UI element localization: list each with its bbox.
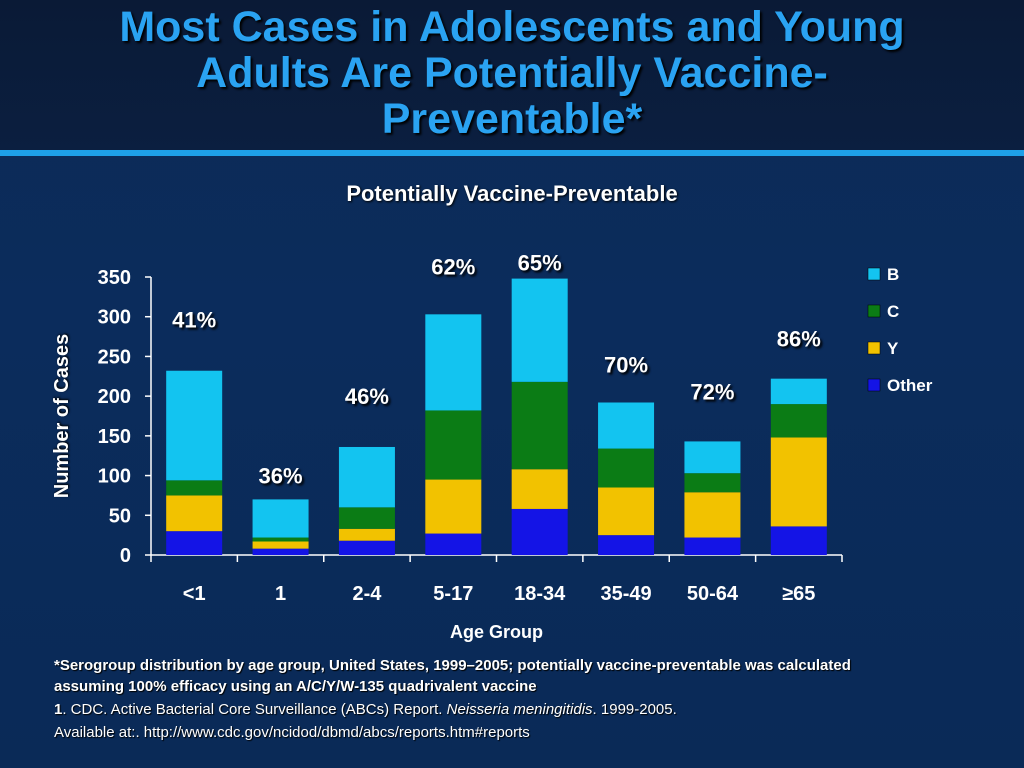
bar-segment-other bbox=[684, 537, 741, 555]
bar-percent-label: 36% bbox=[259, 463, 303, 488]
bar-segment-y bbox=[511, 469, 568, 509]
bar-segment-b bbox=[598, 402, 655, 449]
y-tick-label: 50 bbox=[109, 505, 131, 527]
bar-segment-y bbox=[166, 495, 223, 532]
x-tick-label: 50-64 bbox=[687, 583, 739, 605]
bar-segment-other bbox=[770, 526, 827, 555]
bar-segment-y bbox=[770, 437, 827, 527]
legend-label-other: Other bbox=[887, 376, 933, 395]
slide-title-line-2: Adults Are Potentially Vaccine- bbox=[196, 49, 828, 97]
bar-segment-b bbox=[511, 278, 568, 382]
x-tick-label: 1 bbox=[275, 583, 286, 605]
y-tick-label: 250 bbox=[98, 346, 131, 368]
title-bar bbox=[0, 0, 1024, 152]
bar-percent-label: 41% bbox=[172, 308, 216, 333]
reference-text-a: . CDC. Active Bacterial Core Surveillanc… bbox=[62, 701, 447, 718]
reference-italic: Neisseria meningitidis bbox=[446, 701, 593, 718]
bar-segment-y bbox=[338, 528, 395, 541]
x-tick-label: 5-17 bbox=[433, 583, 473, 605]
bar-segment-other bbox=[511, 508, 568, 555]
bar-segment-b bbox=[770, 378, 827, 405]
bar-segment-b bbox=[338, 446, 395, 508]
bar-percent-label: 86% bbox=[777, 327, 821, 352]
bar-segment-y bbox=[598, 487, 655, 536]
bar-segment-y bbox=[425, 479, 482, 534]
slide-title-line-1: Most Cases in Adolescents and Young bbox=[119, 3, 905, 51]
reference-number: 1 bbox=[54, 701, 63, 718]
bar-segment-b bbox=[252, 499, 309, 538]
y-axis-label: Number of Cases bbox=[51, 334, 73, 499]
y-tick-label: 300 bbox=[98, 307, 131, 329]
legend-label-c: C bbox=[887, 302, 899, 321]
y-tick-label: 100 bbox=[98, 466, 131, 488]
x-tick-label: ≥65 bbox=[782, 583, 815, 605]
bar-percent-label: 70% bbox=[604, 352, 648, 377]
legend-swatch-y bbox=[867, 341, 881, 355]
x-tick-label: 2-4 bbox=[352, 583, 382, 605]
bar-segment-c bbox=[425, 410, 482, 480]
stacked-bar-chart: 0 50 100 150 200 250 300 350 Number of Cases Age … bbox=[51, 251, 933, 642]
y-tick-label: 350 bbox=[98, 267, 131, 289]
bar-segment-c bbox=[598, 448, 655, 488]
footnote-reference: 1. CDC. Active Bacterial Core Surveillan… bbox=[54, 699, 994, 720]
x-tick-label: <1 bbox=[183, 583, 206, 605]
bar-segment-other bbox=[425, 533, 482, 555]
legend-swatch-c bbox=[867, 304, 881, 318]
footnote-line-1: *Serogroup distribution by age group, Un… bbox=[54, 657, 851, 674]
bar-segment-c bbox=[511, 381, 568, 470]
slide-title: Most Cases in Adolescents and Young Adul… bbox=[0, 4, 1024, 142]
x-tick-label: 18-34 bbox=[514, 583, 566, 605]
footnote-url[interactable]: Available at:. http://www.cdc.gov/ncidod… bbox=[54, 724, 530, 741]
x-tick-label: 35-49 bbox=[600, 583, 651, 605]
bar-percent-label: 72% bbox=[690, 379, 734, 404]
bar-percent-label: 46% bbox=[345, 384, 389, 409]
bar-segment-c bbox=[684, 473, 741, 493]
bar-segment-c bbox=[166, 480, 223, 496]
x-axis-label: Age Group bbox=[450, 622, 543, 642]
bar-segment-other bbox=[166, 531, 223, 555]
slide-title-line-3: Preventable* bbox=[381, 95, 643, 143]
bar-segment-c bbox=[252, 537, 309, 542]
bar-percent-label: 65% bbox=[518, 251, 562, 276]
bar-segment-b bbox=[684, 441, 741, 474]
legend-swatch-other bbox=[867, 378, 881, 392]
y-tick-label: 200 bbox=[98, 386, 131, 408]
bar-segment-b bbox=[425, 314, 482, 411]
bar-segment-y bbox=[684, 492, 741, 538]
bar-segment-y bbox=[252, 541, 309, 549]
legend-swatch-b bbox=[867, 267, 881, 281]
footnote-line-2: assuming 100% efficacy using an A/C/Y/W-… bbox=[54, 678, 537, 695]
bar-segment-other bbox=[598, 535, 655, 555]
y-tick-label: 150 bbox=[98, 426, 131, 448]
legend-label-b: B bbox=[887, 265, 899, 284]
bar-segment-other bbox=[252, 548, 309, 555]
title-divider bbox=[0, 150, 1024, 156]
legend-label-y: Y bbox=[887, 339, 899, 358]
reference-text-b: . 1999-2005. bbox=[592, 701, 677, 718]
bar-percent-label: 62% bbox=[431, 254, 475, 279]
y-tick-label: 0 bbox=[120, 545, 131, 567]
bar-segment-c bbox=[338, 507, 395, 529]
chart-title: Potentially Vaccine-Preventable bbox=[346, 181, 678, 206]
bar-segment-other bbox=[338, 540, 395, 555]
bar-segment-b bbox=[166, 370, 223, 481]
bar-segment-c bbox=[770, 404, 827, 438]
